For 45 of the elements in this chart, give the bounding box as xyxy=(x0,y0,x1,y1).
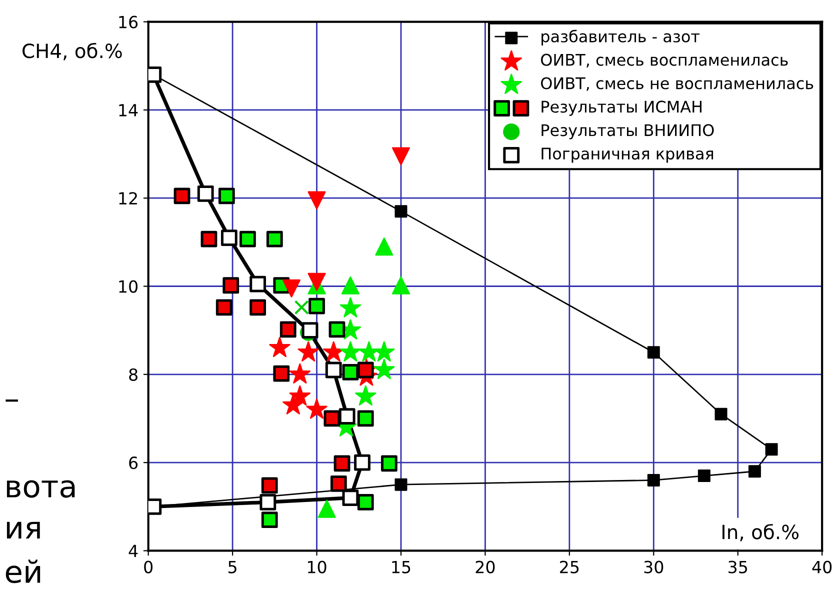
x-tick-label: 25 xyxy=(560,560,579,574)
point xyxy=(308,272,326,291)
y-tick-label: 6 xyxy=(129,456,138,470)
point xyxy=(392,276,410,294)
point xyxy=(394,478,408,491)
y-tick-label: 16 xyxy=(119,16,138,28)
x-tick-label: 10 xyxy=(308,560,326,574)
x-axis-title: In, об.% xyxy=(722,524,799,542)
point xyxy=(647,474,660,486)
x-tick-label: 35 xyxy=(728,560,748,574)
point xyxy=(341,276,360,294)
x-tick-label: 20 xyxy=(476,560,495,574)
text: ия xyxy=(6,522,40,539)
x-tick-label: 40 xyxy=(812,560,832,574)
legend-label: ОИВТ, смесь воспламенилась xyxy=(541,54,788,68)
point xyxy=(394,205,408,218)
x-tick-label: 30 xyxy=(644,560,664,574)
y-axis-title: CH4, об.% xyxy=(22,42,122,60)
x-tick-label: 5 xyxy=(228,560,236,574)
point xyxy=(765,443,778,456)
y-tick-label: 8 xyxy=(129,368,138,381)
point xyxy=(392,147,410,166)
point xyxy=(698,470,710,482)
y-tick-label: 4 xyxy=(128,544,138,558)
point xyxy=(282,279,301,298)
x-tick-label: 15 xyxy=(392,560,410,574)
text: – xyxy=(6,400,18,402)
point xyxy=(308,191,326,210)
point xyxy=(647,346,660,359)
point xyxy=(294,300,309,315)
y-tick-label: 12 xyxy=(119,192,137,204)
point xyxy=(318,500,336,518)
point xyxy=(375,238,394,256)
point xyxy=(748,465,761,478)
x-tick-label: 0 xyxy=(144,560,153,574)
legend-label: ОИВТ, смесь не воспламенилась xyxy=(541,77,814,91)
legend-label: Пограничная кривая xyxy=(542,148,714,163)
legend-label: Результаты ИСМАН xyxy=(542,100,702,116)
y-tick-label: 10 xyxy=(119,280,138,293)
legend-label: Результаты ВНИИПО xyxy=(542,124,714,140)
text: вота xyxy=(6,480,75,498)
y-tick-label: 14 xyxy=(119,104,138,116)
point xyxy=(714,408,728,420)
text: ей xyxy=(6,560,40,584)
legend-label: разбавитель - азот xyxy=(542,30,700,46)
